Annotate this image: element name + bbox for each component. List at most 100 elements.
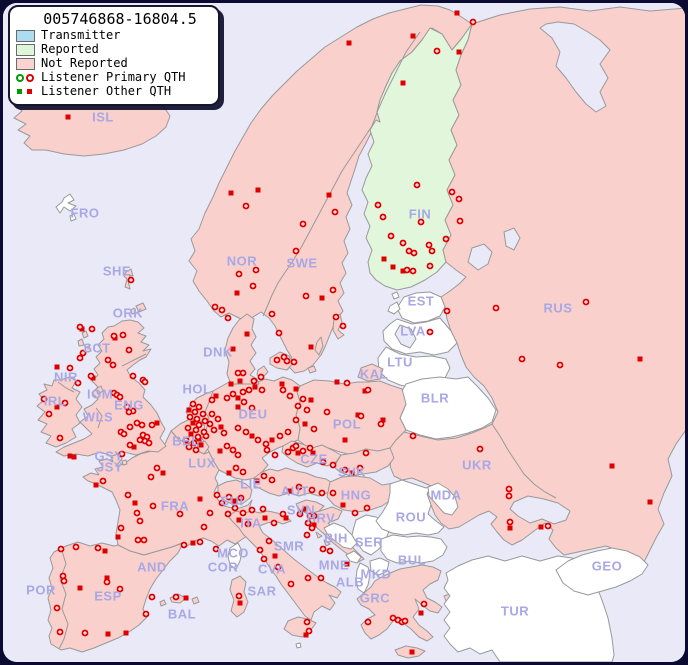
listener-primary-marker [252, 266, 260, 274]
listener-primary-marker [210, 426, 218, 434]
listener-primary-marker [329, 461, 337, 469]
listener-other-marker [115, 534, 121, 540]
listener-primary-marker [409, 432, 417, 440]
listener-primary-marker [443, 307, 451, 315]
listener-other-marker [65, 114, 71, 120]
listener-other-marker [279, 381, 285, 387]
listener-primary-marker [283, 357, 291, 365]
listener-other-marker [390, 264, 396, 270]
listener-primary-marker [182, 436, 190, 444]
country-label-ALB: ALB [336, 575, 364, 590]
listener-primary-marker [57, 545, 65, 553]
listener-primary-marker [506, 518, 514, 526]
listener-primary-marker [260, 555, 268, 563]
listener-primary-marker [292, 442, 300, 450]
listener-other-marker [262, 515, 268, 521]
listener-other-marker [418, 610, 424, 616]
listener-primary-marker [284, 448, 292, 456]
listener-primary-marker [505, 492, 513, 500]
listener-primary-marker [192, 426, 200, 434]
listener-primary-marker [149, 502, 157, 510]
listener-primary-marker [66, 364, 74, 372]
qth-square-icon [17, 89, 22, 94]
listener-primary-marker [250, 377, 258, 385]
legend-rows: Transmitter Reported Not Reported Listener … [16, 29, 212, 98]
listener-primary-marker [229, 390, 237, 398]
listener-primary-marker [364, 618, 372, 626]
listener-primary-marker [87, 372, 95, 380]
listener-other-marker [234, 290, 240, 296]
listener-primary-marker [304, 574, 312, 582]
country-label-LVA: LVA [400, 324, 426, 339]
listener-other-marker [235, 404, 241, 410]
listener-other-marker [54, 364, 60, 370]
legend-swatch-icon [16, 57, 35, 70]
listener-primary-marker [195, 421, 203, 429]
listener-primary-marker [270, 519, 278, 527]
legend-swatch-icon [16, 43, 35, 56]
listener-primary-marker [211, 303, 219, 311]
country-shape-moldova [427, 482, 459, 516]
country-label-LUX: LUX [188, 456, 216, 471]
country-shape-ireland [36, 376, 83, 448]
listener-primary-marker [120, 430, 128, 438]
listener-primary-marker [239, 468, 247, 476]
country-shape-gulf-of-riga [394, 324, 417, 349]
country-shape-zealand [256, 351, 317, 378]
listener-primary-marker [303, 531, 311, 539]
listener-primary-marker [218, 306, 226, 314]
listener-other-marker [295, 450, 301, 456]
listener-other-marker [311, 522, 317, 528]
listener-primary-marker [224, 314, 232, 322]
listener-primary-marker [374, 201, 382, 209]
listener-primary-marker [319, 545, 327, 553]
listener-primary-marker [308, 486, 316, 494]
listener-primary-marker [433, 47, 441, 55]
listener-primary-marker [544, 522, 552, 530]
listener-primary-marker [254, 436, 262, 444]
listener-primary-marker [401, 617, 409, 625]
listener-primary-marker [134, 536, 142, 544]
country-shape-white-sea [539, 21, 611, 113]
listener-other-marker [252, 384, 258, 390]
listener-primary-marker [284, 428, 292, 436]
country-shape-estonia-islands [387, 291, 401, 315]
listener-primary-marker [279, 510, 287, 518]
listener-primary-marker [379, 213, 387, 221]
country-label-BAL: BAL [168, 607, 196, 622]
legend-item: Reported [16, 43, 212, 56]
listener-primary-marker [292, 416, 300, 424]
legend-item: Listener Other QTH [16, 85, 212, 98]
listener-primary-marker [148, 593, 156, 601]
listener-primary-marker [469, 18, 477, 26]
listener-primary-marker [299, 447, 307, 455]
country-label-IOM: IOM [87, 387, 113, 402]
listener-other-marker [228, 190, 234, 196]
listener-other-marker [188, 431, 194, 437]
listener-other-marker [197, 496, 203, 502]
listener-other-marker [93, 482, 99, 488]
listener-other-marker [283, 515, 289, 521]
listener-primary-marker [180, 541, 188, 549]
country-label-BLR: BLR [421, 391, 449, 406]
listener-primary-marker [426, 262, 434, 270]
country-label-RUS: RUS [544, 301, 573, 316]
listener-primary-marker [223, 394, 231, 402]
listener-primary-marker [259, 505, 267, 513]
listener-primary-marker [248, 506, 256, 514]
listener-primary-marker [125, 346, 133, 354]
country-shape-isle-of-man [95, 385, 104, 395]
country-label-WLS: WLS [83, 410, 113, 425]
listener-other-marker [183, 595, 189, 601]
listener-primary-marker [262, 440, 270, 448]
country-label-MDA: MDA [430, 488, 461, 503]
listener-other-marker [272, 553, 278, 559]
listener-primary-marker [200, 523, 208, 531]
listener-primary-marker [428, 247, 436, 255]
legend-item: Transmitter [16, 29, 212, 42]
listener-primary-marker [235, 270, 243, 278]
country-shape-bosnia [323, 522, 358, 550]
listener-other-marker [287, 488, 293, 494]
listener-primary-marker [318, 489, 326, 497]
